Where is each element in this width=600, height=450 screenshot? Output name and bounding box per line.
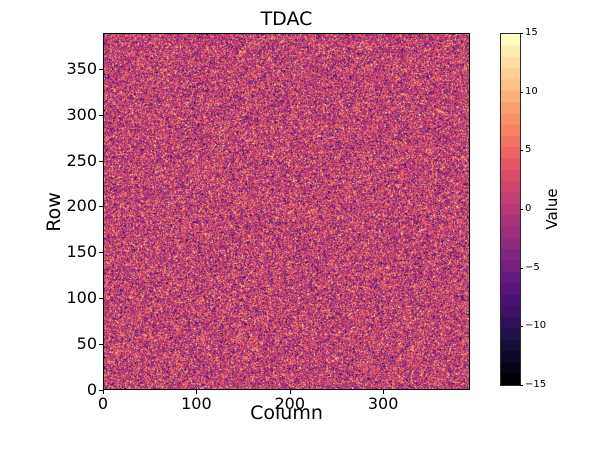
x-tick-label: 200 bbox=[274, 394, 306, 413]
colorbar-tick-mark bbox=[520, 91, 523, 93]
y-tick-mark bbox=[99, 114, 103, 116]
x-axis-label: Column bbox=[250, 402, 323, 424]
colorbar-tick-label: 15 bbox=[525, 27, 538, 38]
y-tick-mark bbox=[99, 298, 103, 300]
y-tick-mark bbox=[99, 344, 103, 346]
colorbar-tick-label: −15 bbox=[525, 379, 547, 390]
y-tick-mark bbox=[99, 252, 103, 254]
y-tick-mark bbox=[99, 160, 103, 162]
x-tick-mark bbox=[383, 390, 385, 394]
x-tick-label: 300 bbox=[367, 394, 399, 413]
heatmap-canvas bbox=[104, 34, 469, 389]
y-tick-mark bbox=[99, 68, 103, 70]
heatmap-plot-area bbox=[103, 33, 470, 390]
y-tick-label: 0 bbox=[86, 380, 97, 399]
y-tick-label: 350 bbox=[66, 58, 97, 78]
y-tick-label: 150 bbox=[66, 242, 97, 262]
x-tick-label: 0 bbox=[97, 394, 109, 413]
colorbar-tick-mark bbox=[520, 150, 523, 152]
colorbar-tick-mark bbox=[520, 267, 523, 269]
colorbar-tick-mark bbox=[520, 385, 523, 386]
colorbar-tick-label: −10 bbox=[525, 320, 547, 332]
colorbar-tick-label: 5 bbox=[525, 144, 532, 156]
x-tick-mark bbox=[196, 390, 198, 394]
y-tick-mark bbox=[99, 390, 103, 391]
colorbar-label: Value bbox=[543, 188, 561, 230]
colorbar-canvas bbox=[501, 34, 520, 385]
chart-title: TDAC bbox=[260, 8, 313, 30]
colorbar-tick-label: 0 bbox=[525, 203, 532, 214]
x-tick-mark bbox=[289, 390, 291, 394]
y-tick-label: 50 bbox=[76, 334, 97, 354]
colorbar-tick-mark bbox=[520, 326, 523, 328]
y-tick-label: 200 bbox=[66, 196, 97, 216]
x-tick-label: 100 bbox=[181, 394, 212, 413]
x-tick-mark bbox=[103, 390, 104, 394]
colorbar bbox=[500, 33, 521, 386]
colorbar-tick-label: −5 bbox=[525, 261, 540, 273]
y-tick-mark bbox=[99, 206, 103, 208]
y-tick-label: 100 bbox=[66, 288, 97, 308]
y-tick-label: 250 bbox=[66, 150, 97, 170]
colorbar-tick-mark bbox=[520, 209, 523, 210]
colorbar-tick-mark bbox=[520, 33, 523, 34]
y-tick-label: 300 bbox=[66, 104, 97, 124]
colorbar-tick-label: 10 bbox=[525, 85, 538, 97]
